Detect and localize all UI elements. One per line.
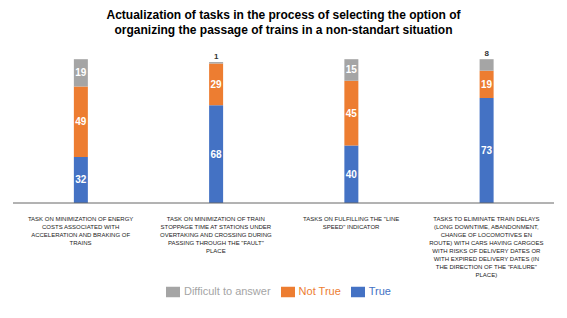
svg-text:40: 40 xyxy=(346,169,358,180)
svg-text:73: 73 xyxy=(481,145,493,156)
svg-text:8: 8 xyxy=(484,49,489,58)
svg-text:49: 49 xyxy=(75,116,87,127)
svg-text:TASK ON MINIMIZATION OF ENERGY: TASK ON MINIMIZATION OF ENERGYCOSTS ASSO… xyxy=(28,216,133,246)
svg-text:45: 45 xyxy=(346,108,358,119)
svg-text:19: 19 xyxy=(75,67,87,78)
svg-text:32: 32 xyxy=(75,174,87,185)
svg-text:TASK ON MINIMIZATION OF TRAINS: TASK ON MINIMIZATION OF TRAINSTOPPAGE TI… xyxy=(160,216,272,254)
svg-text:TASKS ON FULFILLING THE "LINES: TASKS ON FULFILLING THE "LINESPEED" INDI… xyxy=(303,216,399,230)
svg-text:29: 29 xyxy=(211,79,223,90)
svg-text:68: 68 xyxy=(211,149,223,160)
svg-text:19: 19 xyxy=(481,79,493,90)
svg-text:15: 15 xyxy=(346,64,358,75)
svg-text:1: 1 xyxy=(214,52,219,61)
svg-text:TASKS TO ELIMINATE TRAIN DELAY: TASKS TO ELIMINATE TRAIN DELAYS(LONG DOW… xyxy=(429,216,543,278)
